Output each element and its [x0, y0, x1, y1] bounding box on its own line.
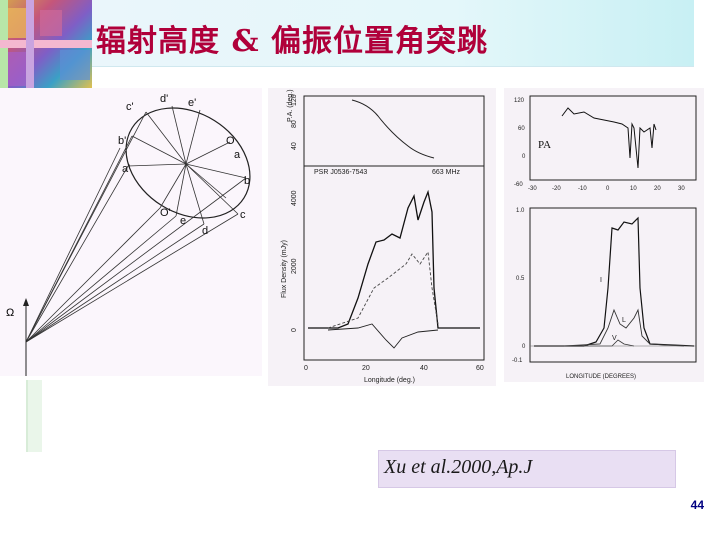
- slide-title: 辐射高度 & 偏振位置角突跳: [96, 24, 488, 59]
- svg-text:40: 40: [420, 365, 428, 372]
- svg-text:b: b: [244, 175, 250, 187]
- figure-pulse-profile: P.A. (deg.) 120 80 40 Flux Density (mJy)…: [268, 88, 496, 386]
- svg-text:0: 0: [304, 365, 308, 372]
- svg-text:I: I: [600, 277, 602, 284]
- svg-text:0.5: 0.5: [516, 276, 525, 282]
- svg-text:O': O': [160, 207, 171, 219]
- svg-text:2000: 2000: [291, 258, 298, 274]
- svg-text:Longitude (deg.): Longitude (deg.): [364, 377, 415, 384]
- decorative-left-bar: [26, 380, 42, 452]
- svg-text:4000: 4000: [291, 190, 298, 206]
- svg-text:e: e: [180, 215, 186, 227]
- svg-text:0: 0: [606, 186, 610, 192]
- svg-text:L: L: [622, 317, 626, 324]
- svg-text:0: 0: [291, 328, 298, 332]
- svg-text:a: a: [234, 149, 241, 161]
- svg-text:20: 20: [362, 365, 370, 372]
- svg-text:-20: -20: [552, 186, 561, 192]
- svg-text:1.0: 1.0: [516, 208, 525, 214]
- svg-text:0: 0: [522, 154, 526, 160]
- svg-text:20: 20: [654, 186, 661, 192]
- svg-text:-0.1: -0.1: [512, 358, 523, 364]
- omega-label: Ω: [6, 307, 14, 319]
- svg-text:0: 0: [522, 344, 526, 350]
- svg-text:120: 120: [514, 98, 525, 104]
- svg-text:O: O: [226, 135, 235, 147]
- svg-text:Flux Density (mJy): Flux Density (mJy): [281, 240, 288, 298]
- svg-text:e': e': [188, 97, 196, 109]
- citation-text: Xu et al.2000,Ap.J: [384, 456, 533, 478]
- svg-text:c': c': [126, 101, 134, 113]
- pa-jump-plot: PA 120 60 0 -60 -30 -20 -10 0 10 20 30 1…: [512, 95, 697, 380]
- citation-box: [378, 450, 676, 488]
- decorative-bar-vertical: [26, 0, 34, 88]
- svg-text:V: V: [612, 335, 617, 342]
- title-band: [92, 0, 694, 67]
- svg-text:b': b': [118, 135, 126, 147]
- svg-text:-10: -10: [578, 186, 587, 192]
- svg-text:LONGITUDE (DEGREES): LONGITUDE (DEGREES): [566, 374, 636, 380]
- svg-text:60: 60: [518, 126, 525, 132]
- svg-text:PSR J0536-7543: PSR J0536-7543: [314, 169, 367, 176]
- svg-text:663 MHz: 663 MHz: [432, 169, 461, 176]
- pa-label: PA: [538, 139, 551, 151]
- decorative-bar: [0, 40, 92, 48]
- svg-text:-30: -30: [528, 186, 537, 192]
- page-number: 44: [690, 498, 704, 512]
- svg-text:d': d': [160, 93, 168, 105]
- svg-text:d: d: [202, 225, 208, 237]
- svg-text:40: 40: [291, 142, 298, 150]
- figure-pa-jump: PA 120 60 0 -60 -30 -20 -10 0 10 20 30 1…: [504, 88, 704, 382]
- svg-text:-60: -60: [514, 182, 523, 188]
- emission-geometry-diagram: Ω c' d' e' b' O a a' b O' e c d: [6, 93, 251, 378]
- svg-text:10: 10: [630, 186, 637, 192]
- figure-emission-geometry: Ω c' d' e' b' O a a' b O' e c d: [0, 88, 262, 378]
- svg-text:80: 80: [291, 120, 298, 128]
- svg-text:c: c: [240, 209, 246, 221]
- svg-text:120: 120: [291, 94, 298, 106]
- svg-text:60: 60: [476, 365, 484, 372]
- svg-text:30: 30: [678, 186, 685, 192]
- svg-text:P.A. (deg.): P.A. (deg.): [287, 89, 294, 122]
- svg-text:a': a': [122, 163, 130, 175]
- pulse-profile-plot: P.A. (deg.) 120 80 40 Flux Density (mJy)…: [281, 89, 485, 384]
